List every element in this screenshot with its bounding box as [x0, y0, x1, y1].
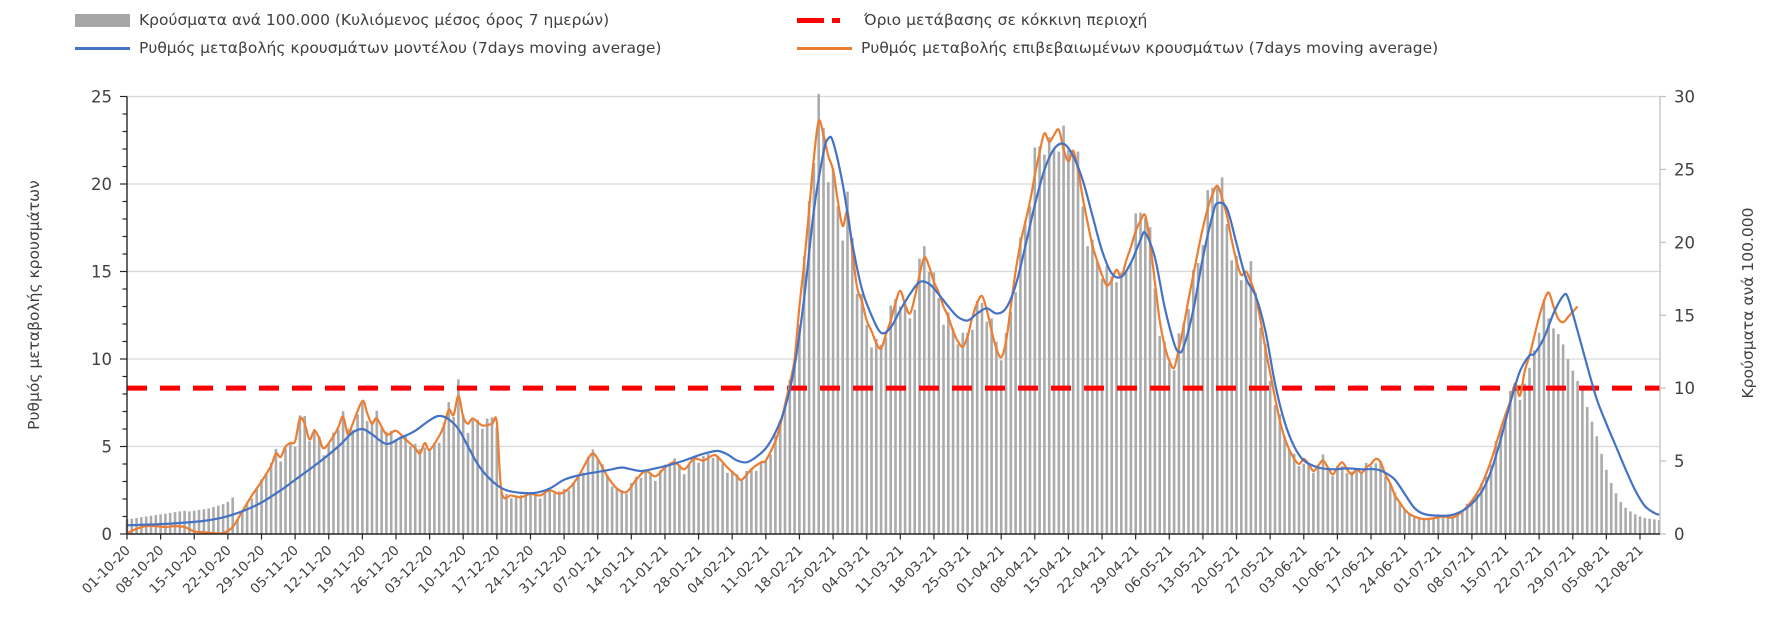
svg-text:0: 0 [102, 525, 113, 544]
bar-swatch-icon [75, 13, 130, 27]
legend-item-confirmed-line: Ρυθμός μεταβολής επιβεβαιωμένων κρουσμάτ… [797, 37, 1438, 59]
svg-text:25: 25 [1674, 160, 1695, 179]
svg-text:10: 10 [1674, 379, 1695, 398]
svg-text:5: 5 [1674, 452, 1685, 471]
line-swatch-icon [797, 46, 852, 50]
svg-text:0: 0 [1674, 525, 1685, 544]
dashed-line-swatch-icon [797, 17, 855, 23]
svg-text:20: 20 [1674, 233, 1695, 252]
svg-text:20: 20 [91, 175, 112, 194]
legend-item-cases-bar: Κρούσματα ανά 100.000 (Κυλιόμενος μέσος … [75, 9, 609, 31]
svg-text:15: 15 [1674, 306, 1695, 325]
svg-text:5: 5 [102, 438, 113, 457]
y-axis-left: 0 5 10 15 20 25 [91, 88, 128, 544]
cases-bars-series [125, 93, 1661, 535]
gridlines [127, 95, 1660, 448]
legend-label: Κρούσματα ανά 100.000 (Κυλιόμενος μέσος … [139, 11, 610, 29]
legend-label: Ρυθμός μεταβολής κρουσμάτων μοντέλου (7d… [139, 39, 662, 57]
x-axis: 01-10-2008-10-2015-10-2022-10-2029-10-20… [79, 533, 1660, 597]
svg-text:25: 25 [91, 88, 112, 107]
legend-item-model-line: Ρυθμός μεταβολής κρουσμάτων μοντέλου (7d… [75, 37, 661, 59]
legend-label: Ρυθμός μεταβολής επιβεβαιωμένων κρουσμάτ… [861, 39, 1439, 57]
legend-label: Όριο μετάβασης σε κόκκινη περιοχή [864, 11, 1148, 29]
legend-item-threshold: Όριο μετάβασης σε κόκκινη περιοχή [797, 9, 1147, 31]
model-rate-line [126, 135, 1660, 527]
line-swatch-icon [75, 46, 130, 50]
svg-text:15: 15 [91, 263, 112, 282]
svg-text:10: 10 [91, 350, 112, 369]
y-axis-right: 0 5 10 15 20 25 30 [1659, 88, 1695, 544]
svg-text:30: 30 [1674, 88, 1695, 107]
